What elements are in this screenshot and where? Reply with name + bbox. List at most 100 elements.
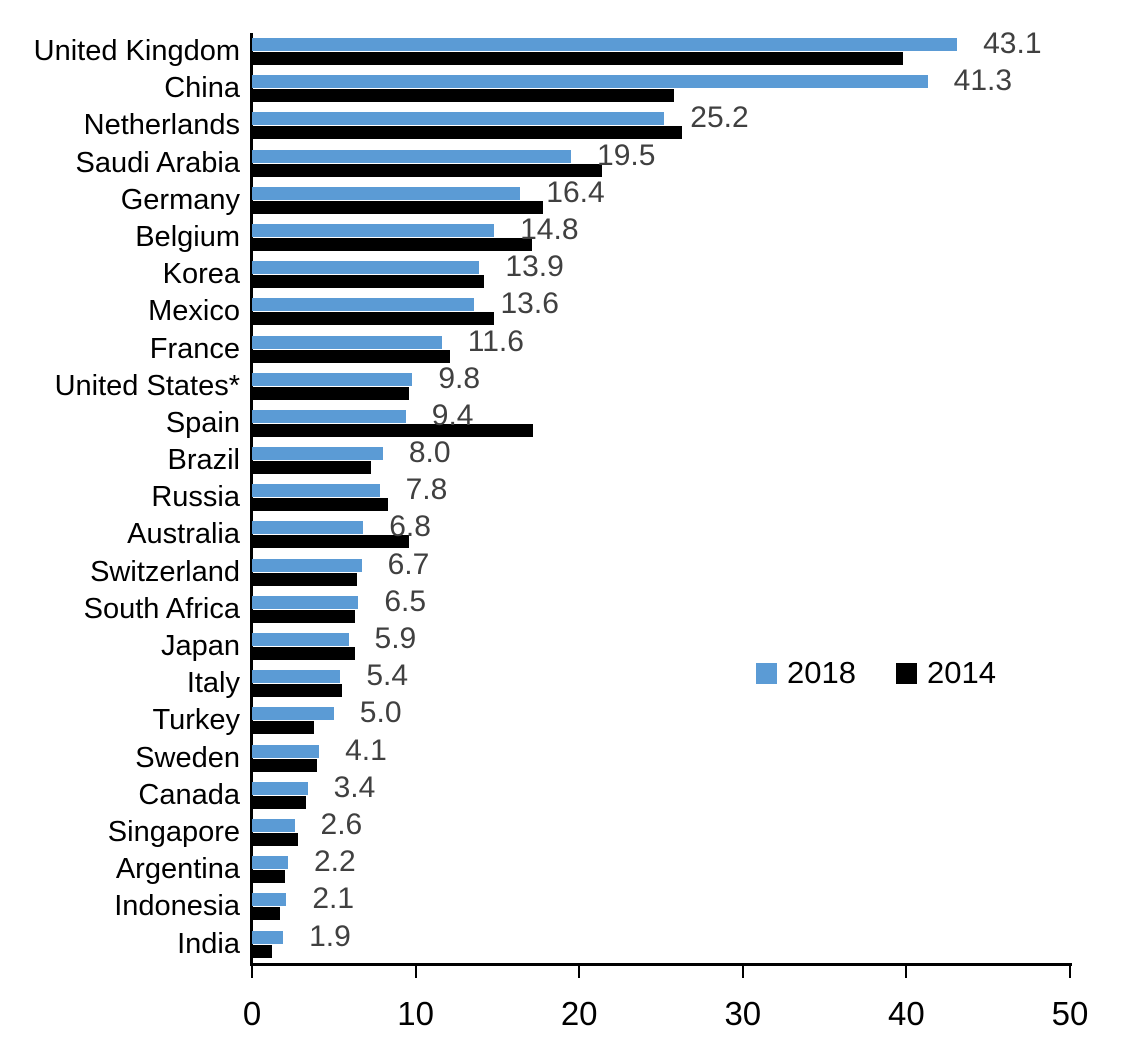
category-label: Italy <box>186 667 240 700</box>
chart-row: Sweden 4.1 <box>0 735 1123 777</box>
category-label: China <box>164 72 240 105</box>
value-label: 2.6 <box>320 807 363 841</box>
value-label: 6.5 <box>384 584 427 618</box>
bar-2014 <box>252 684 342 698</box>
category-label: Indonesia <box>114 890 240 923</box>
bar-2014 <box>252 647 356 660</box>
chart-row: Argentina 2.2 <box>0 847 1123 888</box>
value-label: 16.4 <box>546 175 605 209</box>
chart-row: China 41.3 <box>0 66 1123 107</box>
category-label: Germany <box>120 183 240 216</box>
value-label: 9.4 <box>431 398 474 432</box>
bar-2018 <box>252 558 362 572</box>
x-tick <box>1069 966 1071 978</box>
value-label: 25.2 <box>690 101 749 135</box>
bar-2018 <box>252 372 413 386</box>
chart-row: Mexico 13.6 <box>0 289 1123 330</box>
value-label: 43.1 <box>983 27 1042 60</box>
bar-2018 <box>252 335 442 349</box>
value-label: 19.5 <box>597 138 656 172</box>
bar-2014 <box>252 907 280 921</box>
bar-2014 <box>252 423 534 437</box>
category-label: Sweden <box>135 741 240 774</box>
chart-row: India 1.9 <box>0 921 1123 963</box>
bar-2018 <box>252 447 383 461</box>
bar-2018 <box>252 930 284 944</box>
chart-row: Germany 16.4 <box>0 177 1123 219</box>
category-label: South Africa <box>83 592 240 625</box>
chart-row: Spain 9.4 <box>0 400 1123 442</box>
bar-2014 <box>252 498 388 512</box>
x-tick <box>905 966 908 978</box>
bar-2014 <box>252 461 372 475</box>
legend-swatch-2018 <box>756 662 777 684</box>
chart-row: Russia 7.8 <box>0 475 1123 516</box>
y-axis-line <box>250 33 253 966</box>
x-tick <box>741 966 744 978</box>
bar-2014 <box>252 870 285 884</box>
bar-2014 <box>252 312 495 326</box>
value-label: 4.1 <box>345 733 387 767</box>
category-label: Belgium <box>135 220 240 253</box>
category-label: Mexico <box>148 295 240 328</box>
bar-2014 <box>252 609 356 623</box>
value-label: 2.2 <box>313 845 356 879</box>
bar-2018 <box>252 856 288 870</box>
x-tick <box>251 966 253 978</box>
legend-entry-2014: 2014 <box>895 655 996 691</box>
x-tick-label: 10 <box>397 995 434 1032</box>
category-label: Turkey <box>152 704 240 737</box>
chart-legend: 2018 2014 <box>756 655 1024 691</box>
chart-row: Indonesia 2.1 <box>0 884 1123 925</box>
chart-row: Netherlands 25.2 <box>0 103 1123 144</box>
value-label: 5.9 <box>374 622 417 655</box>
value-label: 1.9 <box>309 919 351 953</box>
bar-2018 <box>252 595 359 609</box>
x-tick <box>414 966 417 978</box>
bar-2018 <box>252 75 928 89</box>
value-label: 6.7 <box>387 547 430 581</box>
value-label: 14.8 <box>520 212 579 246</box>
chart-row: Brazil 8.0 <box>0 438 1123 479</box>
bar-2014 <box>252 275 485 289</box>
category-label: Saudi Arabia <box>75 146 240 179</box>
legend-entry-2018: 2018 <box>756 655 856 691</box>
chart-row: Singapore 2.6 <box>0 809 1123 851</box>
bar-2018 <box>252 670 341 684</box>
value-label: 6.8 <box>389 510 431 544</box>
value-label: 3.4 <box>333 770 376 804</box>
x-tick-label: 20 <box>560 995 598 1032</box>
bar-2018 <box>252 409 406 423</box>
value-label: 7.8 <box>405 473 448 507</box>
value-label: 13.6 <box>500 287 559 321</box>
category-label: Australia <box>127 518 240 551</box>
bar-2014 <box>252 386 410 400</box>
bar-2014 <box>252 126 683 140</box>
value-label: 13.9 <box>505 250 564 284</box>
legend-label-2014: 2014 <box>926 655 996 690</box>
chart-row: Korea 13.9 <box>0 252 1123 293</box>
legend-swatch-2014 <box>895 662 917 684</box>
chart-row: Italy 5.4 <box>0 661 1123 702</box>
category-label: Netherlands <box>83 109 240 142</box>
x-tick-label: 0 <box>242 995 262 1032</box>
category-label: Switzerland <box>90 555 240 588</box>
chart-row: Japan 5.9 <box>0 624 1123 665</box>
value-label: 11.6 <box>467 324 524 358</box>
bar-2018 <box>252 744 320 758</box>
category-label: India <box>177 927 240 960</box>
bar-2014 <box>252 795 306 809</box>
chart-row: Canada 3.4 <box>0 772 1123 814</box>
chart-row: Belgium 14.8 <box>0 214 1123 256</box>
x-tick-label: 30 <box>724 995 762 1032</box>
bar-2018 <box>252 298 475 312</box>
bar-2018 <box>252 521 364 535</box>
chart-row: Switzerland 6.7 <box>0 549 1123 591</box>
x-tick-label: 50 <box>1051 995 1089 1032</box>
bar-2018 <box>252 707 334 721</box>
bar-2018 <box>252 149 572 163</box>
bar-2014 <box>252 572 357 586</box>
chart-row: Turkey 5.0 <box>0 698 1123 739</box>
category-label: Korea <box>162 258 240 291</box>
